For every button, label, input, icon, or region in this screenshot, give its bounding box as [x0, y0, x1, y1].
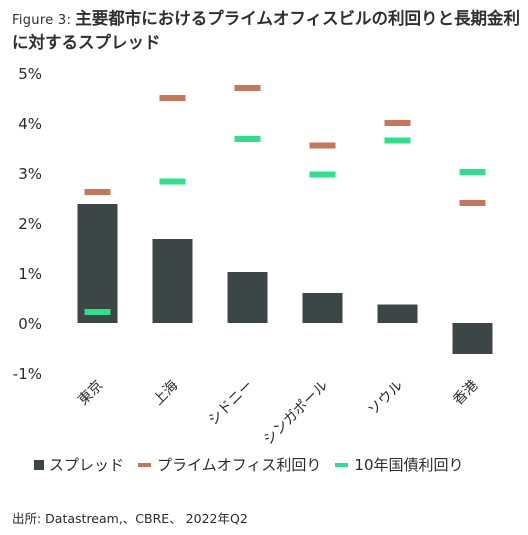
- figure-number: Figure 3:: [12, 13, 72, 28]
- source-note: 出所: Datastream,、CBRE、 2022年Q2: [12, 511, 248, 526]
- legend-label-bond-yield: 10年国債利回り: [354, 456, 464, 474]
- chart-title-text: 主要都市におけるプライムオフィスビルの利回りと長期金利に対するスプレッド: [12, 9, 521, 52]
- x-tick-label: シンガポール: [261, 378, 332, 449]
- marker-prime-yield: [159, 95, 186, 101]
- marker-bond-yield: [309, 171, 336, 178]
- x-tick-label: 上海: [150, 378, 181, 409]
- bar-spread: [302, 293, 343, 323]
- y-axis-ticks: 5% 4% 3% 2% 1% 0% -1%: [13, 65, 42, 383]
- marker-bond-yield: [84, 309, 111, 315]
- chart-title: Figure 3: 主要都市におけるプライムオフィスビルの利回りと長期金利に対する…: [12, 8, 522, 54]
- marker-prime-yield: [309, 142, 336, 149]
- marker-prime-yield: [234, 85, 261, 91]
- marker-prime-yield: [84, 189, 111, 195]
- legend-label-spread: スプレッド: [49, 456, 125, 474]
- marker-bond-yield: [459, 169, 486, 175]
- y-tick-label: 5%: [18, 65, 42, 83]
- x-tick-label: 東京: [75, 378, 106, 409]
- chart-area: 5% 4% 3% 2% 1% 0% -1% 東京 上海 シドニー シンガポール ソウル 香港: [13, 65, 493, 449]
- marker-prime-yield: [384, 120, 411, 126]
- legend-label-prime-yield: プライムオフィス利回り: [157, 456, 322, 474]
- y-tick-label: 0%: [18, 315, 42, 333]
- x-tick-label: ソウル: [365, 378, 406, 419]
- legend-swatch-prime-yield: [138, 462, 152, 467]
- y-tick-label: 1%: [18, 265, 42, 283]
- x-tick-label: シドニー: [205, 378, 256, 429]
- marker-bond-yield: [159, 178, 186, 185]
- y-tick-label: 4%: [18, 115, 42, 133]
- marker-bond-yield: [234, 136, 261, 142]
- legend-swatch-spread: [34, 459, 44, 470]
- bar-spread: [452, 323, 493, 354]
- bars: [77, 204, 493, 354]
- legend-swatch-bond-yield: [335, 462, 349, 467]
- legend-item-bond-yield: 10年国債利回り: [335, 454, 464, 475]
- legend-item-spread: スプレッド: [34, 454, 124, 475]
- y-tick-label: 2%: [18, 215, 42, 233]
- marker-prime-yield: [459, 200, 486, 206]
- bar-spread: [377, 304, 418, 323]
- x-axis-labels: 東京 上海 シドニー シンガポール ソウル 香港: [75, 378, 481, 449]
- x-tick-label: 香港: [450, 378, 481, 409]
- marker-bond-yield: [384, 137, 411, 144]
- y-tick-label: 3%: [18, 165, 42, 183]
- bar-spread: [77, 204, 118, 323]
- legend: スプレッド プライムオフィス利回り 10年国債利回り: [34, 454, 524, 475]
- legend-item-prime-yield: プライムオフィス利回り: [138, 454, 321, 475]
- bar-spread: [152, 239, 193, 323]
- y-tick-label: -1%: [13, 365, 42, 383]
- bar-spread: [227, 272, 268, 323]
- markers: [84, 85, 486, 315]
